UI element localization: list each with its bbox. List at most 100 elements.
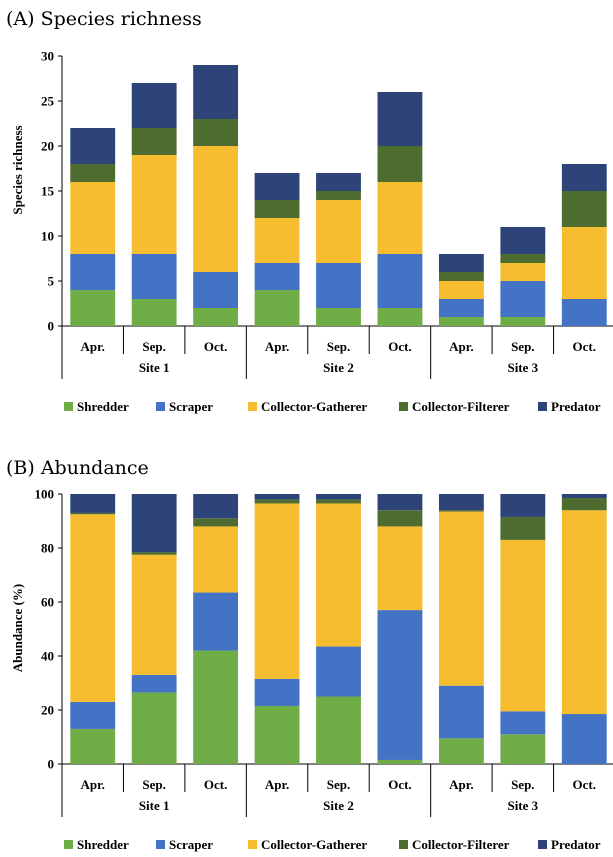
legend-label: Collector-Filterer: [412, 837, 510, 852]
category-label: Apr.: [265, 339, 289, 354]
bar-segment: [254, 200, 300, 218]
category-label: Oct.: [573, 777, 596, 792]
category-label: Sep.: [327, 339, 350, 354]
bar-segment: [70, 701, 116, 729]
bar-segment: [377, 610, 423, 760]
abundance-panel: (B) Abundance Abundance (%) 0 20 40 60 80 100…: [6, 457, 613, 852]
bar-segment: [377, 182, 423, 254]
category-label: Sep.: [511, 777, 534, 792]
y-tick-label: 80: [41, 541, 54, 556]
bar-segment: [500, 281, 546, 317]
legend-label: Collector-Gatherer: [261, 399, 367, 414]
category-label: Oct.: [204, 339, 227, 354]
legend-swatch: [64, 402, 73, 411]
legend-swatch: [399, 840, 408, 849]
bar-segment: [500, 734, 546, 764]
bar-segment: [193, 65, 239, 119]
legend-label: Collector-Gatherer: [261, 837, 367, 852]
y-tick-label: 60: [41, 595, 54, 610]
category-label: Apr.: [80, 339, 104, 354]
bar-segment: [254, 499, 300, 504]
bar-segment: [561, 191, 607, 227]
bar-segment: [316, 494, 361, 500]
y-axis-label-b: Abundance (%): [10, 584, 25, 673]
bar-segment: [561, 227, 607, 299]
bar-segment: [131, 128, 177, 155]
chart-title-b: (B) Abundance: [6, 457, 149, 479]
bar-segment: [131, 692, 177, 764]
y-axis-label-a: Species richness: [10, 125, 25, 214]
bar-segment: [500, 227, 546, 254]
bar-segment: [316, 200, 361, 263]
bar-segment: [193, 592, 239, 651]
legend-label: Shredder: [77, 399, 129, 414]
bar-segment: [500, 539, 546, 712]
species-richness-panel: (A) Species richness Species richness 0 5…: [6, 8, 613, 414]
y-tick-label: 0: [48, 757, 55, 772]
category-label: Sep.: [142, 777, 165, 792]
bar-segment: [131, 554, 177, 675]
bar-segment: [131, 552, 177, 555]
legend-swatch: [399, 402, 408, 411]
bar-segment: [193, 119, 239, 146]
bar-segment: [500, 711, 546, 735]
bar-segment: [70, 290, 116, 326]
group-label: Site 3: [507, 798, 538, 813]
bar-segment: [193, 146, 239, 272]
y-tick-label: 30: [41, 49, 54, 64]
bar-segment: [438, 272, 484, 281]
bar-segment: [70, 164, 116, 182]
legend-swatch: [156, 402, 165, 411]
y-tick-label: 0: [48, 319, 55, 334]
bar-segment: [131, 155, 177, 254]
bar-segment: [316, 503, 361, 647]
bar-segment: [561, 510, 607, 715]
bar-segment: [500, 516, 546, 540]
legend-label: Shredder: [77, 837, 129, 852]
bar-segment: [500, 263, 546, 281]
bar-segment: [131, 254, 177, 299]
legend-label: Predator: [551, 399, 601, 414]
bar-segment: [254, 218, 300, 263]
category-label: Sep.: [511, 339, 534, 354]
category-label: Oct.: [388, 339, 411, 354]
legend-label: Predator: [551, 837, 601, 852]
bar-segment: [70, 182, 116, 254]
category-label: Sep.: [327, 777, 350, 792]
bar-segment: [131, 83, 177, 128]
y-tick-label: 100: [35, 487, 55, 502]
group-label: Site 1: [139, 360, 170, 375]
y-tick-label: 20: [41, 703, 54, 718]
legend-swatch: [538, 402, 547, 411]
group-label: Site 2: [323, 798, 354, 813]
bar-segment: [438, 317, 484, 326]
category-label: Apr.: [80, 777, 104, 792]
legend-label: Scraper: [169, 399, 213, 414]
bar-segment: [438, 494, 484, 511]
bar-segment: [131, 674, 177, 693]
legend-label: Collector-Filterer: [412, 399, 510, 414]
y-tick-label: 10: [41, 229, 54, 244]
bar-segment: [500, 317, 546, 326]
y-tick-label: 20: [41, 139, 54, 154]
bar-segment: [316, 263, 361, 308]
bar-segment: [316, 191, 361, 200]
bar-segment: [316, 173, 361, 191]
bar-segment: [316, 696, 361, 764]
bar-segment: [254, 263, 300, 290]
y-tick-label: 25: [41, 94, 55, 109]
category-label: Oct.: [204, 777, 227, 792]
bar-segment: [438, 685, 484, 739]
bar-segment: [377, 510, 423, 527]
bar-segment: [70, 512, 116, 515]
bar-segment: [500, 494, 546, 517]
bar-segment: [561, 164, 607, 191]
bar-segment: [561, 494, 607, 499]
bar-segment: [377, 526, 423, 611]
bar-segment: [561, 299, 607, 326]
bar-segment: [254, 705, 300, 764]
group-label: Site 1: [139, 798, 170, 813]
bar-segment: [254, 678, 300, 706]
bar-segment: [438, 281, 484, 299]
